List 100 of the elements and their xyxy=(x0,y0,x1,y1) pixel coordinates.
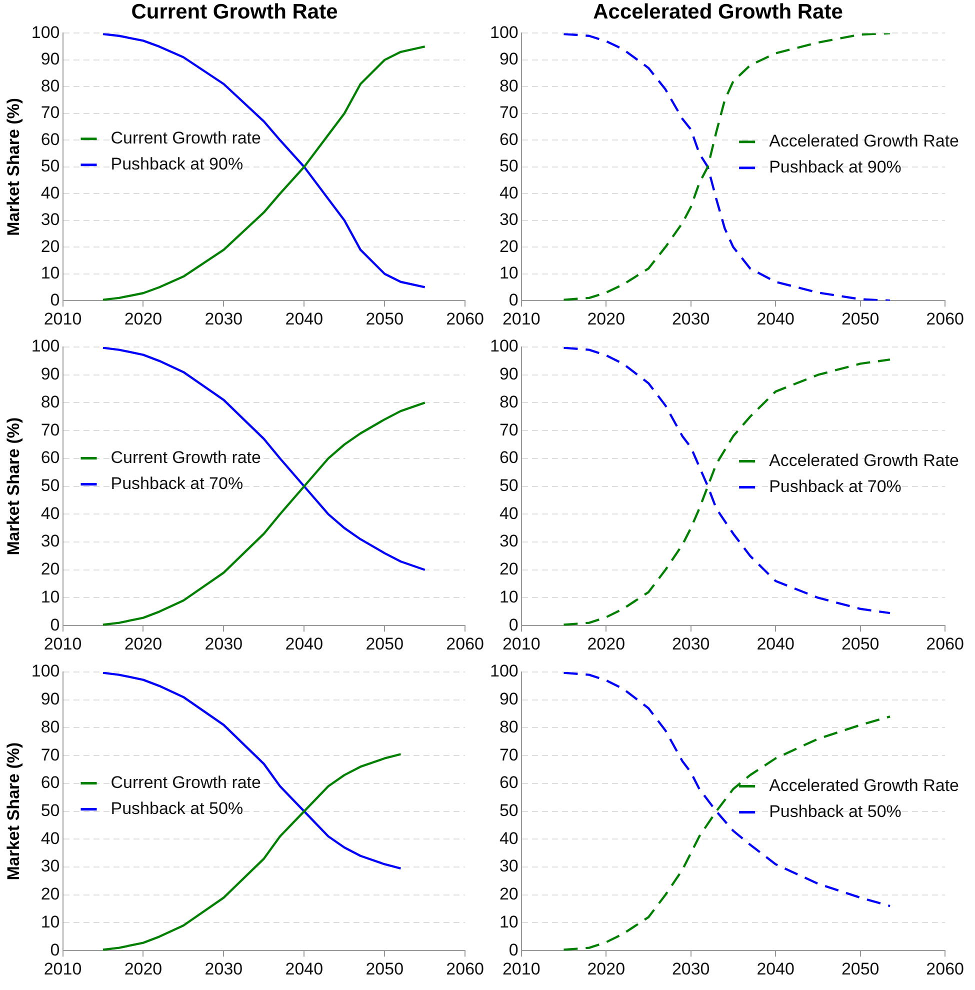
x-tick-label: 2040 xyxy=(756,634,795,654)
x-tick-label: 2020 xyxy=(124,309,162,328)
y-tick-label: 100 xyxy=(490,336,518,356)
y-tick-label: 60 xyxy=(499,130,518,149)
y-tick-label: 40 xyxy=(40,183,60,202)
y-tick-label: 40 xyxy=(40,504,60,523)
legend-label: Pushback at 90% xyxy=(110,154,244,174)
y-tick-label: 90 xyxy=(40,50,60,69)
y-tick-label: 60 xyxy=(40,773,60,792)
x-tick-label: 2050 xyxy=(366,309,404,328)
x-tick-label: 2040 xyxy=(285,959,324,978)
y-tick-label: 40 xyxy=(499,504,518,523)
x-tick-label: 2060 xyxy=(926,634,964,654)
legend-label: Pushback at 70% xyxy=(110,474,244,493)
x-tick-label: 2010 xyxy=(502,959,540,978)
legend-label: Pushback at 50% xyxy=(110,798,244,818)
x-tick-label: 2010 xyxy=(502,634,540,654)
y-tick-label: 0 xyxy=(508,615,518,634)
y-tick-label: 70 xyxy=(499,103,518,122)
y-tick-label: 80 xyxy=(40,76,60,96)
y-tick-label: 40 xyxy=(499,183,518,202)
y-tick-label: 100 xyxy=(31,22,60,42)
legend-label: Current Growth rate xyxy=(110,448,261,467)
y-tick-label: 50 xyxy=(499,156,518,176)
y-tick-label: 50 xyxy=(40,156,60,176)
y-tick-label: 100 xyxy=(31,336,60,356)
y-tick-label: 50 xyxy=(40,800,60,820)
y-tick-label: 20 xyxy=(40,884,60,904)
y-tick-label: 60 xyxy=(40,448,60,468)
y-tick-label: 40 xyxy=(40,828,60,848)
x-tick-label: 2020 xyxy=(587,959,626,978)
x-tick-label: 2020 xyxy=(124,634,162,654)
legend-label: Pushback at 50% xyxy=(769,802,902,821)
y-tick-label: 10 xyxy=(499,912,518,932)
y-tick-label: 80 xyxy=(499,76,518,96)
x-tick-label: 2040 xyxy=(285,634,324,654)
x-tick-label: 2030 xyxy=(672,634,710,654)
x-tick-label: 2020 xyxy=(587,634,626,654)
legend-label: Accelerated Growth Rate xyxy=(769,776,959,795)
y-tick-label: 70 xyxy=(499,420,518,440)
y-tick-label: 0 xyxy=(50,615,60,634)
y-tick-label: 10 xyxy=(499,264,518,283)
x-tick-label: 2060 xyxy=(926,309,964,328)
y-tick-label: 30 xyxy=(40,856,60,876)
y-axis-title: Market Share (%) xyxy=(4,742,23,880)
x-tick-label: 2030 xyxy=(204,309,243,328)
y-tick-label: 100 xyxy=(490,22,518,42)
legend-label: Current Growth rate xyxy=(110,772,261,792)
y-tick-label: 90 xyxy=(40,364,60,384)
y-tick-label: 80 xyxy=(40,717,60,736)
y-tick-label: 90 xyxy=(499,50,518,69)
y-tick-label: 20 xyxy=(499,560,518,579)
y-tick-label: 100 xyxy=(490,662,518,681)
y-tick-label: 80 xyxy=(499,392,518,412)
x-tick-label: 2050 xyxy=(366,634,404,654)
y-tick-label: 0 xyxy=(50,290,60,310)
x-tick-label: 2010 xyxy=(502,309,540,328)
y-tick-label: 90 xyxy=(40,690,60,709)
y-tick-label: 60 xyxy=(40,130,60,149)
x-tick-label: 2040 xyxy=(756,959,795,978)
chart-title: Current Growth Rate xyxy=(131,0,338,24)
x-tick-label: 2030 xyxy=(672,959,710,978)
y-tick-label: 20 xyxy=(499,884,518,904)
y-tick-label: 70 xyxy=(499,745,518,764)
legend-label: Pushback at 70% xyxy=(769,476,902,496)
x-tick-label: 2040 xyxy=(756,309,795,328)
y-tick-label: 90 xyxy=(499,364,518,384)
y-tick-label: 70 xyxy=(40,420,60,440)
y-tick-label: 20 xyxy=(40,236,60,256)
y-tick-label: 70 xyxy=(40,103,60,122)
y-tick-label: 40 xyxy=(499,828,518,848)
y-tick-label: 20 xyxy=(499,236,518,256)
y-tick-label: 30 xyxy=(499,856,518,876)
x-tick-label: 2030 xyxy=(672,309,710,328)
y-tick-label: 10 xyxy=(40,264,60,283)
x-tick-label: 2010 xyxy=(44,634,82,654)
y-tick-label: 60 xyxy=(499,773,518,792)
y-tick-label: 50 xyxy=(40,476,60,495)
y-tick-label: 90 xyxy=(499,690,518,709)
legend-label: Pushback at 90% xyxy=(769,158,902,177)
y-tick-label: 10 xyxy=(499,587,518,606)
y-axis-title: Market Share (%) xyxy=(4,417,23,556)
x-tick-label: 2060 xyxy=(446,634,484,654)
legend-label: Current Growth rate xyxy=(110,128,261,148)
y-tick-label: 0 xyxy=(50,940,60,960)
x-tick-label: 2050 xyxy=(841,634,880,654)
y-tick-label: 50 xyxy=(499,476,518,495)
x-tick-label: 2050 xyxy=(841,959,880,978)
y-tick-label: 100 xyxy=(31,662,60,681)
y-tick-label: 80 xyxy=(40,392,60,412)
x-tick-label: 2050 xyxy=(841,309,880,328)
x-tick-label: 2030 xyxy=(204,634,243,654)
y-tick-label: 60 xyxy=(499,448,518,468)
x-tick-label: 2040 xyxy=(285,309,324,328)
legend-label: Accelerated Growth Rate xyxy=(769,450,959,470)
y-tick-label: 30 xyxy=(499,532,518,551)
y-tick-label: 10 xyxy=(40,587,60,606)
y-tick-label: 20 xyxy=(40,560,60,579)
x-tick-label: 2030 xyxy=(204,959,243,978)
x-tick-label: 2060 xyxy=(446,309,484,328)
